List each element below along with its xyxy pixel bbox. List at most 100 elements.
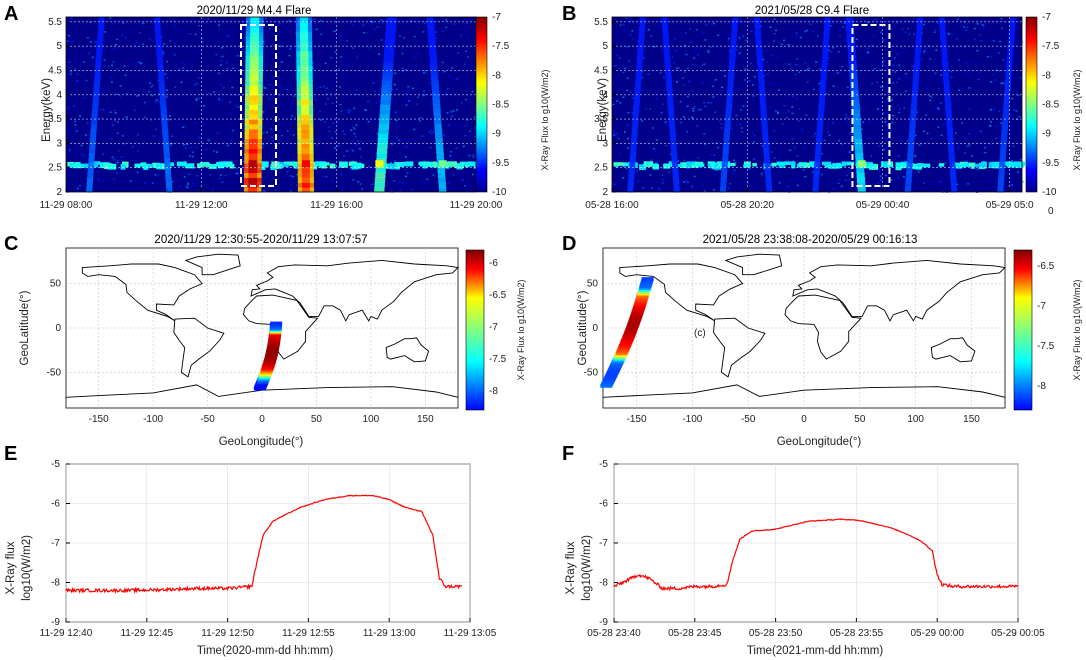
band-cell [696,163,705,167]
noise-cell [110,81,113,83]
pass-cell [157,60,164,67]
noise-cell [449,155,452,157]
pass-cell [762,138,769,144]
noise-cell [790,69,793,71]
pass-cell [998,167,1005,174]
noise-cell [404,169,407,171]
noise-cell [69,70,72,73]
noise-cell [338,86,341,88]
noise-cell [801,128,804,131]
noise-cell [924,47,927,50]
noise-cell [422,31,425,33]
colorbar-tick-label: -7.5 [492,41,510,52]
noise-cell [802,169,805,171]
noise-cell [868,120,871,123]
noise-cell [613,130,616,133]
pass-cell [164,167,171,174]
noise-cell [419,120,422,122]
noise-cell [693,105,696,108]
pass-cell [720,177,727,183]
noise-cell [784,63,787,65]
noise-cell [870,155,873,158]
noise-cell [111,156,114,159]
pass-cell [913,70,920,76]
noise-cell [665,144,668,147]
pass-cell [437,167,445,174]
panel-a-spectrogram: 22.533.544.555.511-29 08:00 11-29 12:00 11… [40,12,510,211]
noise-cell [695,29,698,31]
noise-cell [410,65,413,67]
noise-cell [933,31,936,33]
noise-cell [884,138,887,140]
noise-cell [268,27,271,30]
pass-cell [379,109,391,115]
panel-b-cbar-label: X-Ray Flux lo g10(W/m2) [1072,69,1082,170]
noise-cell [181,67,184,69]
noise-cell [832,187,835,190]
pass-cell [905,177,912,183]
noise-cell [804,175,807,178]
noise-cell [661,103,664,105]
noise-cell [345,39,348,42]
panel-d-xlabel: GeoLongitude(°) [777,436,862,448]
noise-cell [990,55,993,58]
noise-cell [995,137,998,140]
noise-cell [893,57,896,59]
band-cell [776,161,785,166]
noise-cell [394,72,397,74]
y-tick-label: 2 [56,187,62,198]
x-tick-label: 0 [259,414,265,425]
noise-cell [226,67,229,70]
noise-cell [750,30,753,32]
noise-cell [85,79,88,82]
noise-cell [144,182,147,184]
pass-core [301,167,310,174]
y-tick-label: -50 [584,367,599,378]
noise-cell [351,160,354,163]
pass-core [300,85,309,91]
noise-cell [109,17,112,19]
noise-cell [364,109,367,111]
x-tick-label: 05-29 00:00 [911,628,965,639]
pass-cell [941,51,948,57]
noise-cell [315,28,318,31]
noise-cell [156,174,159,177]
pass-cell [728,70,735,76]
y-tick-label: 3 [602,138,608,149]
noise-cell [712,96,715,98]
noise-cell [370,20,373,23]
band-cell [959,161,968,166]
pass-cell [729,51,736,57]
noise-cell [405,175,408,178]
noise-cell [837,72,840,74]
noise-cell [625,167,628,170]
noise-cell [151,84,154,86]
noise-cell [947,33,950,35]
noise-cell [770,54,773,56]
pass-cell [815,148,822,154]
pass-cell [760,114,767,120]
panel-f-xlabel: Time(2021-mm-dd hh:mm) [747,645,883,657]
pass-cell [821,60,828,67]
y-tick-label: -5 [51,459,60,470]
noise-cell [266,131,269,134]
pass-cell [156,51,163,57]
pass-core [248,133,258,140]
pass-cell [816,133,823,140]
pass-core [301,182,310,188]
band-cell [168,162,175,167]
pass-cell [756,55,763,62]
noise-cell [449,153,452,156]
noise-cell [194,122,197,124]
noise-cell [328,130,331,133]
noise-cell [879,175,882,177]
noise-cell [360,140,363,143]
noise-cell [1008,115,1011,117]
noise-cell [701,184,704,187]
noise-cell [376,132,379,135]
pass-cell [822,46,829,52]
colorbar-tick-label: -7 [492,12,501,23]
pass-cell [910,109,917,115]
noise-cell [777,56,780,58]
